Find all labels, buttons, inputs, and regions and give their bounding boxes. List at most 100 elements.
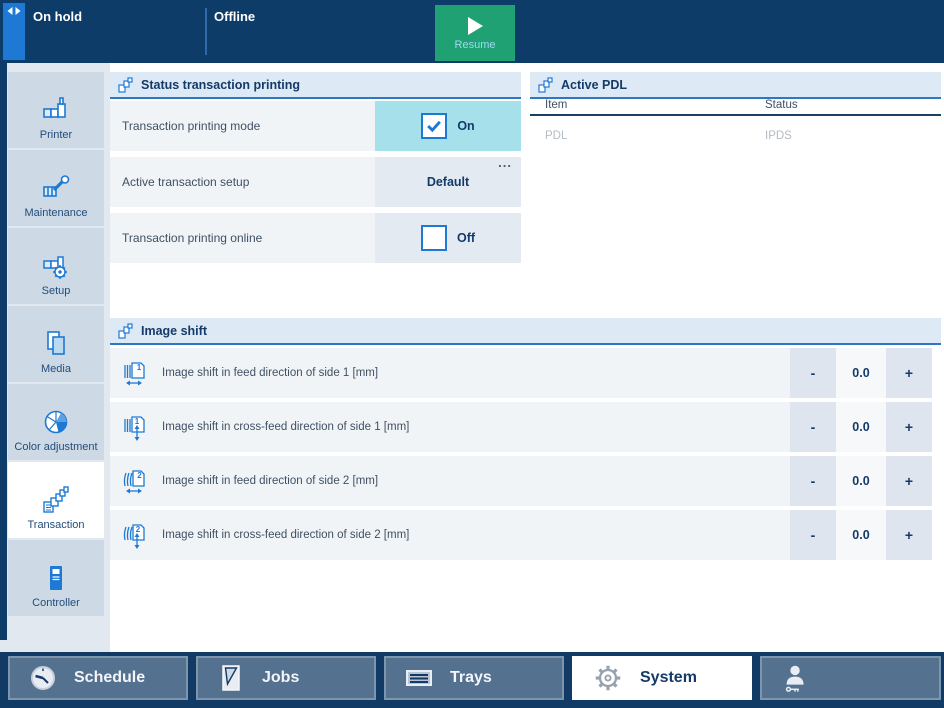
- image-shift-feed-side1-row: 1 Image shift in feed direction of side …: [110, 348, 932, 398]
- tab-label: Trays: [450, 669, 492, 686]
- image-shift-crossfeed-side2-icon: 2: [123, 524, 145, 549]
- active-transaction-setup-row: Active transaction setup ... Default: [110, 155, 521, 207]
- column-header-status: Status: [765, 99, 798, 111]
- shift-row-label: Image shift in feed direction of side 2 …: [162, 475, 379, 487]
- sidebar-item-setup[interactable]: Setup: [8, 228, 104, 304]
- svg-text:1: 1: [135, 417, 140, 426]
- image-shift-feed-side1-icon: 1: [124, 362, 145, 386]
- sidebar-item-label: Setup: [41, 285, 71, 297]
- active-transaction-setup-selector[interactable]: ... Default: [375, 155, 521, 207]
- active-pdl-panel-header: Active PDL: [530, 72, 941, 99]
- jobs-document-icon: [222, 665, 240, 691]
- sidebar-item-media[interactable]: Media: [8, 306, 104, 382]
- tab-system[interactable]: System: [572, 656, 752, 700]
- shift-row-label: Image shift in cross-feed direction of s…: [162, 421, 410, 433]
- tab-label: System: [640, 669, 697, 686]
- sidebar-item-color-adjustment[interactable]: Color adjustment: [8, 384, 104, 460]
- svg-text:2: 2: [137, 471, 142, 480]
- toggle-state-label: On: [457, 119, 475, 133]
- active-pdl-column-headers: Item Status: [530, 99, 941, 116]
- decrease-button[interactable]: -: [790, 510, 836, 560]
- image-shift-crossfeed-side1-icon: 1: [124, 416, 145, 441]
- tab-schedule[interactable]: Schedule: [8, 656, 188, 700]
- controller-icon: [50, 566, 62, 590]
- panel-title: Status transaction printing: [141, 77, 301, 92]
- media-icon: [47, 331, 65, 355]
- panel-title: Active PDL: [561, 77, 627, 92]
- transaction-printing-mode-row: Transaction printing mode On: [110, 101, 521, 151]
- transaction-icon: [43, 486, 69, 513]
- sidebar-item-label: Color adjustment: [14, 441, 98, 453]
- collapse-panel-tab[interactable]: [3, 3, 25, 60]
- bottom-navigation-bar: Schedule Jobs Trays: [0, 652, 944, 708]
- top-status-bar: On hold Offline Resume: [0, 0, 944, 63]
- svg-text:2: 2: [136, 525, 141, 534]
- increase-button[interactable]: +: [886, 348, 932, 398]
- sidebar-item-printer[interactable]: Printer: [8, 72, 104, 148]
- collapse-expand-icon: [7, 7, 21, 15]
- connection-status-text: Offline: [214, 9, 256, 24]
- svg-text:1: 1: [137, 363, 142, 372]
- tab-label: Schedule: [74, 669, 146, 686]
- maintenance-icon: [43, 175, 70, 197]
- sidebar-item-label: Media: [41, 363, 71, 375]
- printer-status-text: On hold: [33, 9, 83, 24]
- image-shift-feed-side2-row: 2 Image shift in feed direction of side …: [110, 456, 932, 506]
- tab-jobs[interactable]: Jobs: [196, 656, 376, 700]
- pdl-status: IPDS: [765, 130, 792, 142]
- increase-button[interactable]: +: [886, 510, 932, 560]
- active-pdl-row: PDL IPDS: [530, 130, 941, 146]
- decrease-button[interactable]: -: [790, 456, 836, 506]
- decrease-button[interactable]: -: [790, 348, 836, 398]
- setup-icon: [43, 256, 67, 279]
- sidebar-item-label: Controller: [32, 597, 80, 609]
- sidebar-item-controller[interactable]: Controller: [8, 540, 104, 616]
- play-icon: [468, 16, 483, 35]
- trays-icon: [406, 670, 432, 686]
- image-shift-panel-header: Image shift: [110, 318, 941, 345]
- transaction-printing-online-toggle[interactable]: Off: [375, 213, 521, 263]
- image-shift-feed-side2-icon: 2: [123, 470, 145, 494]
- row-label: Transaction printing online: [122, 231, 263, 245]
- checkbox-unchecked-icon: [420, 225, 447, 251]
- schedule-clock-icon: [31, 666, 55, 690]
- system-gear-icon: [595, 665, 621, 691]
- sidebar-item-label: Maintenance: [24, 207, 88, 219]
- sidebar-item-label: Transaction: [27, 519, 85, 531]
- shift-row-label: Image shift in feed direction of side 1 …: [162, 367, 379, 379]
- row-label-cell: Transaction printing mode: [110, 101, 375, 151]
- shift-value: 0.0: [836, 402, 886, 452]
- more-options-icon[interactable]: ...: [498, 155, 512, 170]
- transaction-panel-icon: [118, 322, 133, 339]
- transaction-printing-mode-toggle[interactable]: On: [375, 101, 521, 151]
- sidebar-item-transaction[interactable]: Transaction: [8, 462, 104, 538]
- resume-button[interactable]: Resume: [435, 5, 515, 61]
- tab-trays[interactable]: Trays: [384, 656, 564, 700]
- transaction-printing-online-row: Transaction printing online Off: [110, 213, 521, 263]
- printer-icon: [43, 97, 66, 118]
- image-shift-crossfeed-side1-row: 1 Image shift in cross-feed direction of…: [110, 402, 932, 452]
- row-label: Transaction printing mode: [122, 119, 261, 133]
- pdl-item: PDL: [545, 130, 568, 142]
- shift-row-label: Image shift in cross-feed direction of s…: [162, 529, 410, 541]
- sidebar-item-label: Printer: [39, 129, 73, 141]
- sidebar-item-maintenance[interactable]: Maintenance: [8, 150, 104, 226]
- transaction-panel-icon: [538, 76, 553, 93]
- checkbox-checked-icon: [421, 113, 448, 139]
- status-transaction-panel-header: Status transaction printing: [110, 72, 521, 99]
- user-key-icon: [785, 665, 804, 692]
- shift-value: 0.0: [836, 348, 886, 398]
- row-label-cell: Active transaction setup: [110, 157, 375, 207]
- increase-button[interactable]: +: [886, 402, 932, 452]
- decrease-button[interactable]: -: [790, 402, 836, 452]
- setup-value: Default: [426, 175, 470, 189]
- increase-button[interactable]: +: [886, 456, 932, 506]
- color-adjustment-icon: [44, 410, 68, 434]
- tab-label: Jobs: [262, 669, 300, 686]
- row-label: Active transaction setup: [122, 175, 250, 189]
- toggle-state-label: Off: [456, 231, 476, 245]
- user-login-button[interactable]: [760, 656, 941, 700]
- resume-label: Resume: [454, 38, 496, 51]
- sidebar-accent-strip: [0, 63, 7, 640]
